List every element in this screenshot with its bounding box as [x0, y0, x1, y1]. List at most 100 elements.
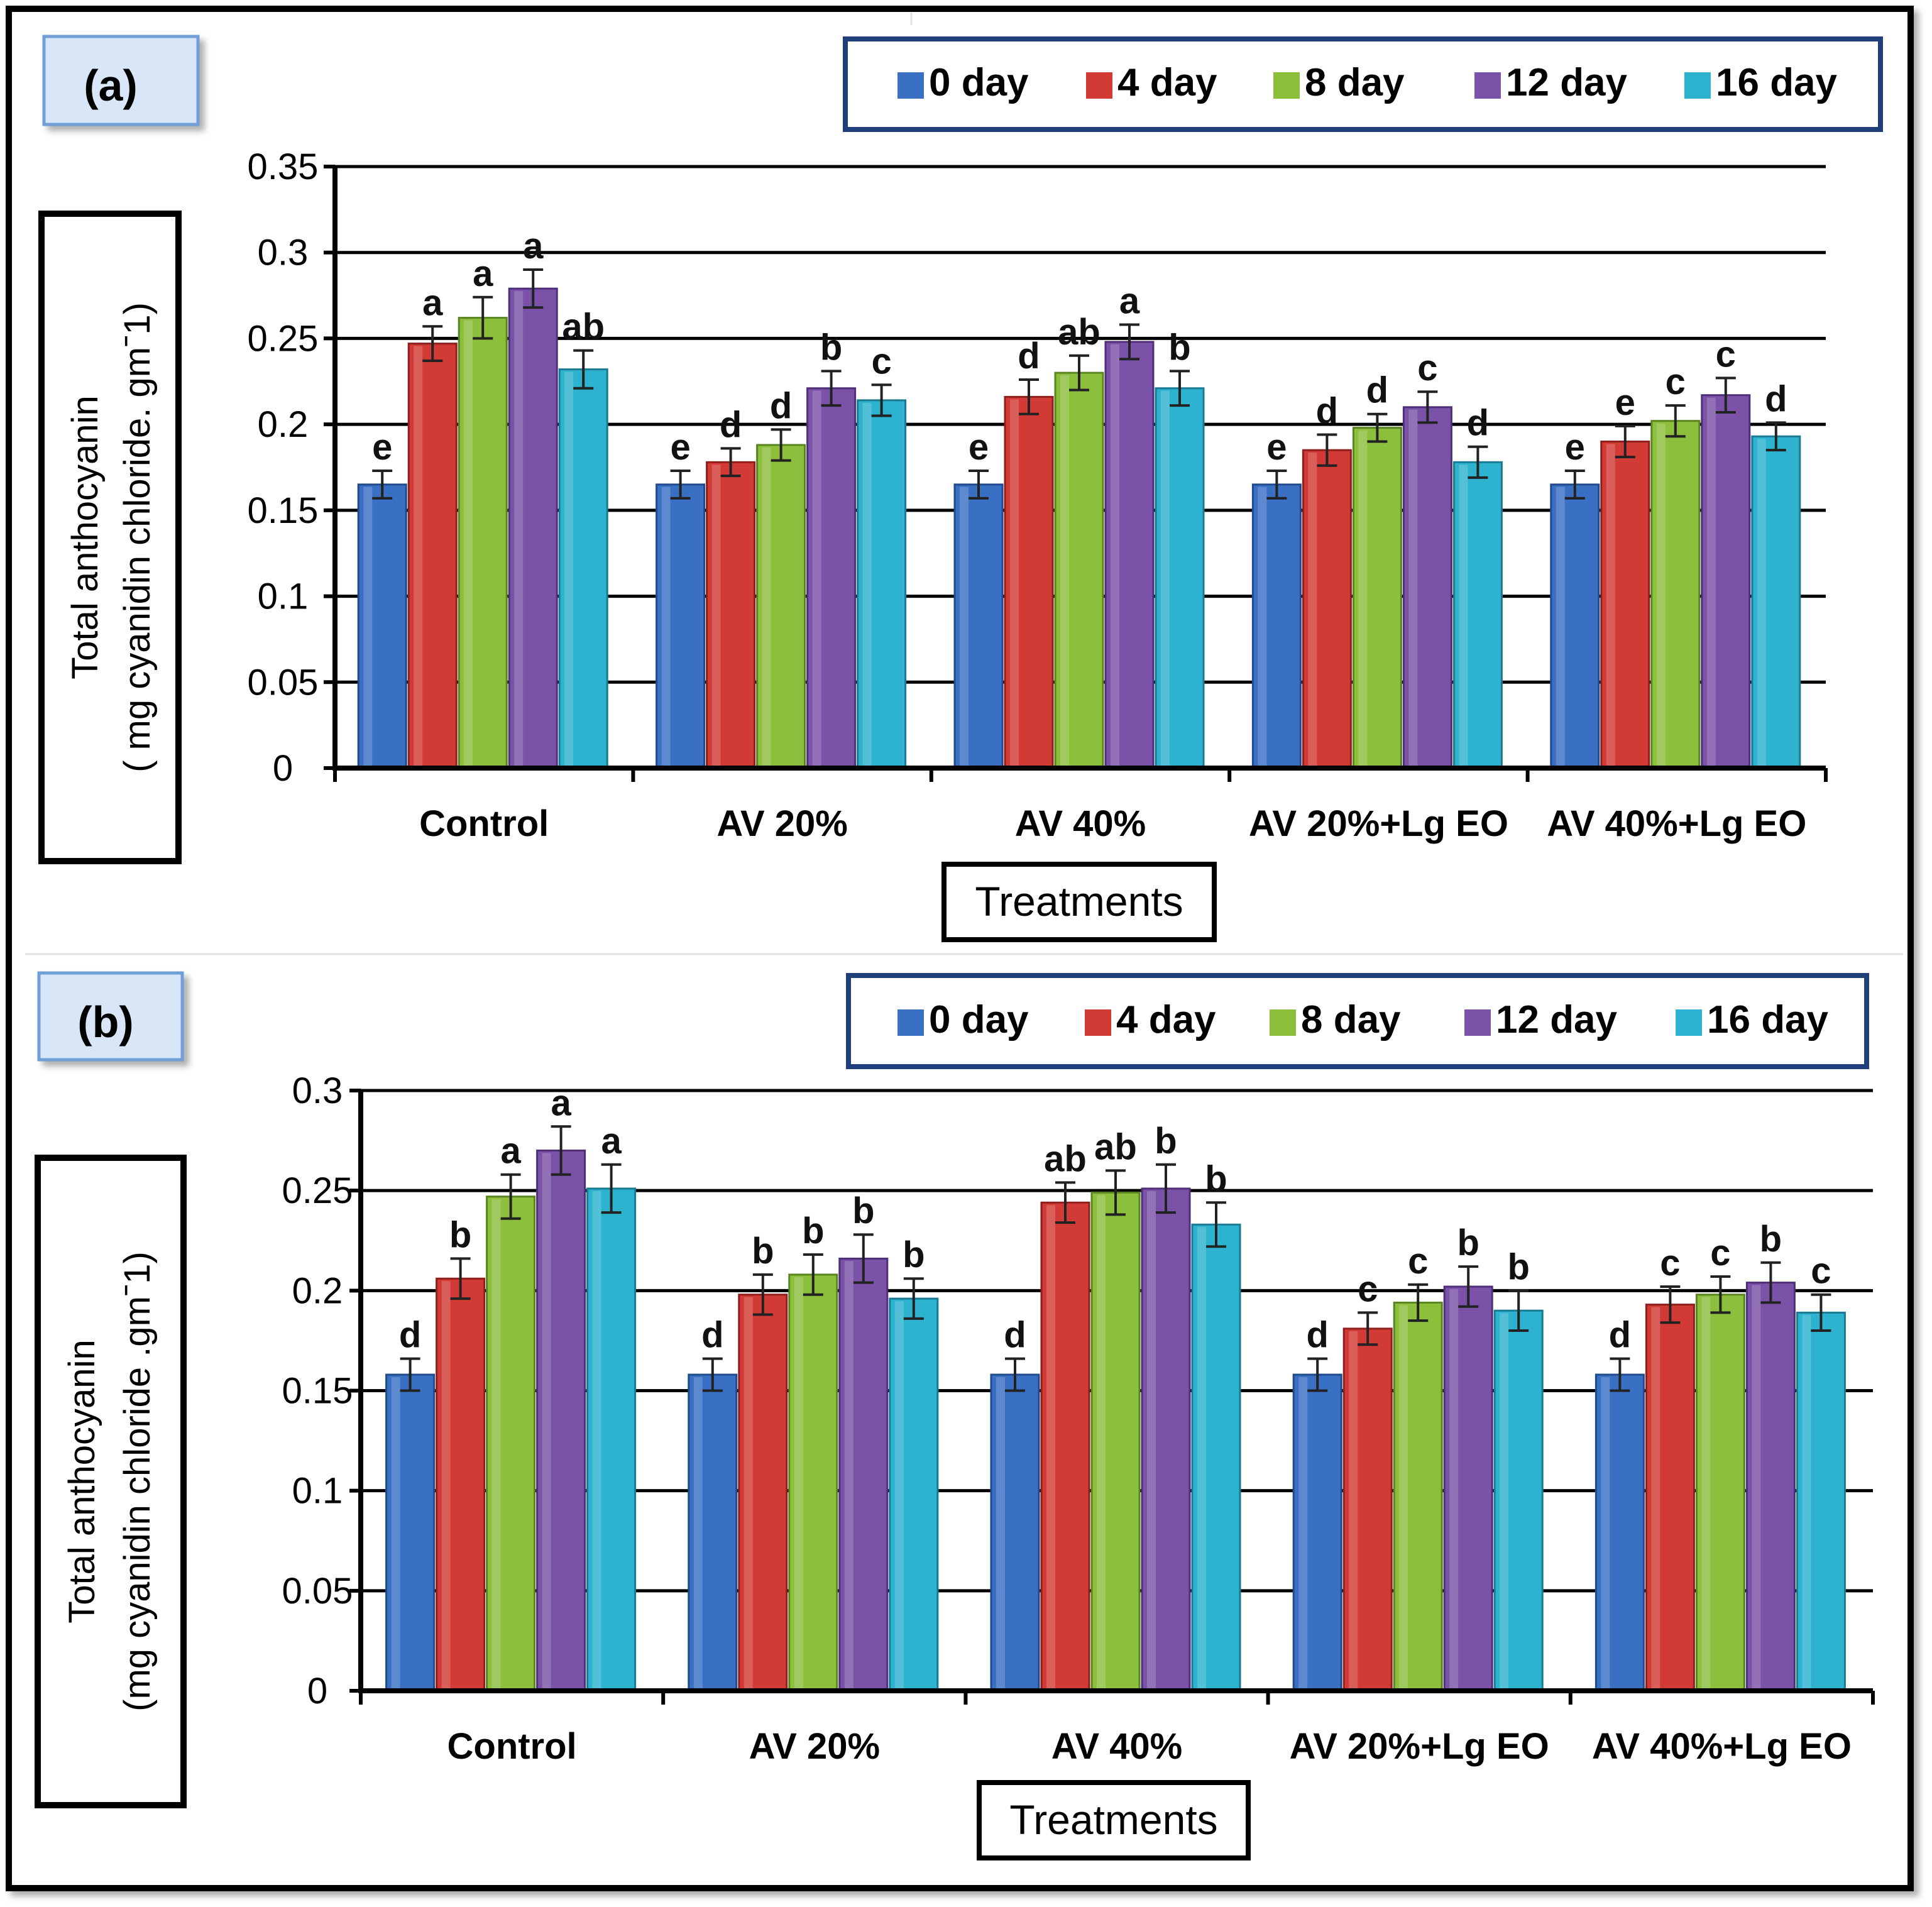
ytick-label-b-0: 0	[307, 1671, 327, 1712]
bar-shine-a-4-2	[1656, 423, 1666, 766]
bar-shine-a-3-0	[1258, 486, 1267, 766]
errorbar-b-1-3	[853, 1233, 874, 1284]
bar-shine-b-0-4	[592, 1190, 601, 1688]
sig-letter-b-1-4: b	[903, 1234, 925, 1275]
bar-shine-b-2-0	[996, 1377, 1005, 1688]
ylabel-b-line1: Total anthocyanin	[62, 1339, 102, 1623]
legend-b-label-0: 0 day	[929, 998, 1029, 1041]
sig-letter-a-0-4: ab	[562, 307, 605, 348]
errorbar-b-4-4	[1811, 1293, 1831, 1332]
ytick-label-a-2: 0.1	[258, 576, 309, 617]
xtick-label-b-2: AV 40%	[1051, 1726, 1182, 1767]
ylabel-b: Total anthocyanin (mg cyanidin chloride …	[35, 1155, 187, 1808]
errorbar-a-1-0	[670, 469, 691, 500]
errorbar-a-4-1	[1615, 424, 1635, 459]
legend-a-label-4: 16 day	[1716, 61, 1838, 104]
bar-shine-b-0-3	[542, 1153, 551, 1688]
panel-label-a-box: (a)	[42, 35, 200, 126]
sig-letter-a-2-0: e	[969, 427, 989, 468]
errorbar-b-0-1	[450, 1257, 471, 1300]
sig-letter-b-0-1: b	[449, 1214, 471, 1255]
bar-shine-b-0-1	[441, 1281, 451, 1688]
bar-b-4-4	[1796, 1311, 1846, 1692]
errorbar-a-1-4	[871, 383, 892, 417]
legend-b-label-3: 12 day	[1496, 998, 1618, 1041]
bar-shine-b-4-2	[1701, 1297, 1711, 1688]
bar-shine-b-1-2	[794, 1277, 803, 1688]
bar-b-4-3	[1745, 1282, 1796, 1692]
errorbar-a-4-3	[1715, 376, 1736, 414]
ytick-label-a-3: 0.15	[248, 490, 319, 531]
bar-shine-b-3-0	[1298, 1377, 1308, 1688]
sig-letter-b-4-3: b	[1760, 1219, 1782, 1260]
bar-a-3-0	[1251, 483, 1302, 769]
xlabel-a-box	[941, 862, 1217, 942]
bar-shine-a-0-0	[363, 486, 373, 766]
bar-shine-b-1-4	[894, 1301, 904, 1688]
errorbar-a-3-4	[1468, 445, 1488, 479]
ylabel-a-line2: ( mg cyanidin chloride. gmˉ1)	[117, 302, 158, 772]
legend-b-swatch-2	[1270, 1009, 1296, 1036]
sig-letter-b-4-4: c	[1811, 1251, 1831, 1292]
bar-a-0-1	[407, 343, 458, 769]
errorbar-b-1-4	[903, 1277, 924, 1320]
legend-b-label-2: 8 day	[1301, 998, 1401, 1041]
bar-b-3-3	[1443, 1285, 1493, 1692]
errorbar-b-3-1	[1358, 1311, 1378, 1346]
sig-letter-a-1-1: d	[720, 404, 742, 445]
errorbar-b-4-0	[1610, 1357, 1630, 1392]
sig-letter-a-3-3: c	[1417, 348, 1437, 388]
plot-area-a: 00.050.10.150.20.250.30.35eaaaabControle…	[248, 146, 1828, 844]
bar-shine-a-3-2	[1358, 430, 1368, 766]
legend-a-item-4: 16 day	[1684, 61, 1838, 104]
sig-letter-b-3-1: c	[1358, 1268, 1378, 1309]
bar-shine-a-2-3	[1111, 344, 1119, 766]
xtick-label-a-3: AV 20%+Lg EO	[1249, 803, 1508, 844]
bar-shine-b-0-0	[391, 1377, 400, 1688]
xtick-label-a-4: AV 40%+Lg EO	[1547, 803, 1806, 844]
ytick-label-a-5: 0.25	[248, 318, 319, 359]
bar-shine-a-4-0	[1556, 486, 1565, 766]
bar-shine-b-0-2	[491, 1199, 501, 1688]
errorbar-b-3-2	[1408, 1283, 1429, 1322]
xlabel-b-text: Treatments	[1009, 1796, 1217, 1843]
xtick-label-a-1: AV 20%	[716, 803, 847, 844]
xtick-label-b-4: AV 40%+Lg EO	[1592, 1726, 1852, 1767]
errorbar-b-1-0	[702, 1357, 723, 1392]
panel-b: (b) 0 day 4 day 8 day 12 day 16 da	[35, 971, 1875, 1860]
sig-letter-b-2-3: b	[1155, 1121, 1177, 1162]
bar-b-2-0	[990, 1373, 1040, 1692]
bar-b-0-3	[536, 1150, 586, 1692]
errorbar-a-3-3	[1417, 390, 1438, 424]
errorbar-a-3-0	[1266, 469, 1287, 500]
legend-a-swatch-3	[1474, 72, 1501, 99]
bar-shine-a-2-2	[1060, 375, 1069, 766]
errorbar-b-3-3	[1458, 1265, 1479, 1308]
xlabel-a: Treatments	[941, 862, 1217, 942]
errorbar-b-2-2	[1106, 1169, 1126, 1216]
legend-b-swatch-3	[1464, 1009, 1491, 1036]
bar-shine-a-1-4	[862, 402, 872, 766]
ytick-label-b-5: 0.25	[282, 1170, 353, 1211]
xlabel-b: Treatments	[977, 1780, 1251, 1860]
ytick-label-a-4: 0.2	[258, 404, 309, 445]
sig-letter-b-0-2: a	[500, 1131, 521, 1172]
bar-a-2-0	[953, 483, 1004, 769]
legend-b-item-4: 16 day	[1676, 998, 1829, 1041]
bar-shine-a-2-4	[1161, 390, 1170, 766]
errorbar-a-4-4	[1765, 421, 1786, 452]
bar-b-2-2	[1090, 1191, 1141, 1692]
legend-a: 0 day 4 day 8 day 12 day 16 day	[843, 36, 1883, 132]
sig-letter-a-1-2: d	[770, 385, 792, 426]
bar-shine-b-2-4	[1197, 1227, 1206, 1688]
sig-letter-b-2-1: ab	[1044, 1138, 1087, 1179]
bar-a-4-3	[1701, 394, 1751, 769]
errorbar-b-3-0	[1307, 1357, 1328, 1392]
errorbar-a-1-1	[720, 447, 741, 478]
bar-b-0-1	[436, 1277, 486, 1692]
panel-label-a: (a)	[84, 61, 138, 110]
sig-letter-a-1-0: e	[670, 427, 690, 468]
sig-letter-b-2-2: ab	[1094, 1126, 1137, 1167]
xlabel-a-text: Treatments	[975, 878, 1183, 925]
legend-a-item-3: 12 day	[1474, 61, 1628, 104]
